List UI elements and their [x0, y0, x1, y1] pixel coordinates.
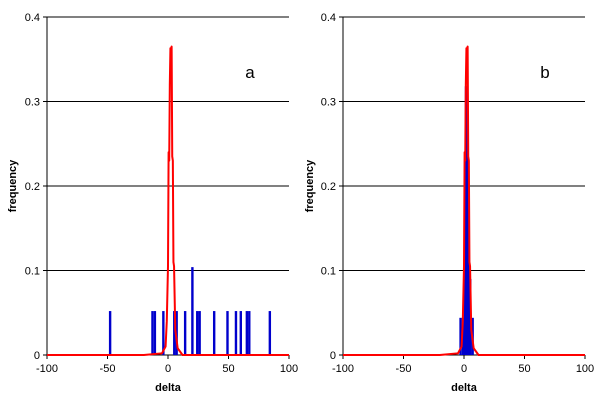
bar: [463, 246, 467, 355]
bar: [248, 311, 251, 355]
bar: [464, 86, 468, 355]
bar: [198, 311, 201, 355]
x-tick-label: 0: [461, 363, 467, 375]
bar: [151, 311, 154, 355]
y-tick-label: 0.3: [321, 97, 336, 109]
y-tick-label: 0: [330, 350, 336, 362]
y-axis-title: frequency: [7, 159, 19, 212]
y-tick-label: 0.1: [25, 266, 40, 278]
bar: [268, 311, 272, 355]
x-axis-title: delta: [155, 382, 182, 394]
y-tick-label: 0: [34, 350, 40, 362]
x-axis-title: delta: [451, 382, 478, 394]
y-tick-label: 0.2: [25, 181, 40, 193]
bar: [467, 209, 470, 355]
x-tick-label: 0: [165, 363, 171, 375]
y-tick-label: 0.4: [25, 12, 40, 24]
bar: [153, 311, 157, 355]
bar: [239, 311, 242, 355]
bar: [108, 311, 112, 355]
bar: [212, 311, 216, 355]
y-tick-label: 0.3: [25, 97, 40, 109]
panel-label: b: [540, 63, 549, 82]
bar: [162, 311, 165, 355]
x-tick-label: 50: [222, 363, 234, 375]
x-tick-label: 100: [280, 363, 298, 375]
chart-panel-b: 0 0.1 0.2 0.3 0.4 -100 -50 0 50 100 b delta frequenc…: [304, 12, 594, 394]
x-tick-label: 50: [518, 363, 530, 375]
chart-panel-a: 0 0.1 0.2 0.3 0.4 -100 -50 0 50 100 a delta frequenc…: [7, 12, 298, 394]
distribution-curve: [343, 45, 585, 356]
x-tick-label: -100: [36, 363, 58, 375]
bar: [196, 311, 199, 355]
distribution-curve: [47, 45, 289, 356]
panel-label: a: [245, 63, 255, 82]
bar: [245, 311, 249, 355]
bar: [234, 311, 238, 355]
bar: [191, 267, 194, 355]
bar: [466, 86, 469, 355]
x-tick-label: 100: [576, 363, 594, 375]
x-tick-label: -50: [396, 363, 412, 375]
y-axis-title: frequency: [304, 159, 316, 212]
bar: [459, 317, 462, 355]
x-tick-label: -50: [100, 363, 116, 375]
y-tick-label: 0.2: [321, 181, 336, 193]
y-tick-label: 0.1: [321, 266, 336, 278]
bar: [173, 311, 176, 355]
x-tick-label: -100: [332, 363, 354, 375]
bar: [226, 311, 229, 355]
y-tick-label: 0.4: [321, 12, 336, 24]
bar: [183, 311, 187, 355]
